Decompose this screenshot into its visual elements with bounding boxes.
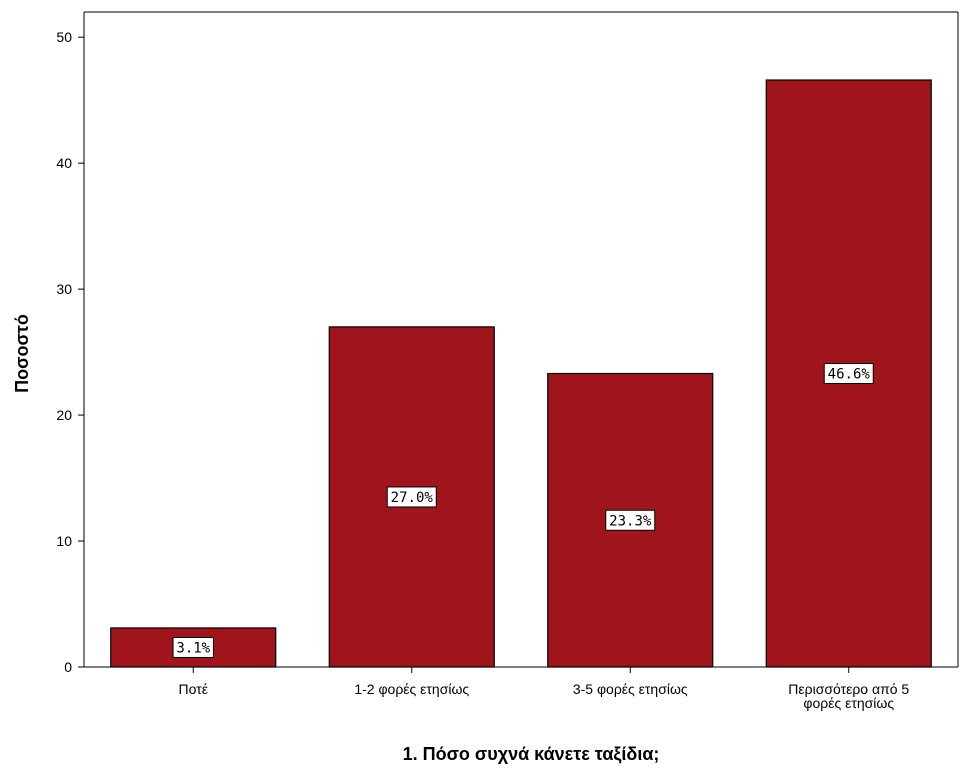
y-tick-label: 10 bbox=[56, 533, 72, 549]
x-axis-title: 1. Πόσο συχνά κάνετε ταξίδια; bbox=[403, 744, 660, 765]
data-label: 27.0% bbox=[391, 490, 434, 506]
data-label: 3.1% bbox=[176, 640, 210, 656]
y-tick-label: 20 bbox=[56, 407, 72, 423]
y-tick-label: 0 bbox=[64, 659, 72, 675]
y-tick-label: 40 bbox=[56, 155, 72, 171]
x-tick-label: 1-2 φορές ετησίως bbox=[354, 681, 469, 697]
data-label-box bbox=[386, 486, 437, 508]
y-tick-label: 30 bbox=[56, 281, 72, 297]
x-tick-label: Ποτέ bbox=[179, 681, 208, 697]
data-labels-group: 3.1% 27.0% 23.3% 46.6% bbox=[172, 363, 874, 658]
data-label-box bbox=[172, 636, 214, 658]
data-label: 23.3% bbox=[609, 513, 652, 529]
bars-group bbox=[110, 79, 932, 668]
x-tick-label: Περισσότερο από 5 φορές ετησίως bbox=[788, 681, 909, 711]
x-tick-label: 3-5 φορές ετησίως bbox=[573, 681, 688, 697]
y-axis-title: Ποσοστό bbox=[12, 314, 32, 393]
axes-group: 0 10 20 30 40 50 Ποτέ 1-2 φορές ετησίως 3-5 φορέ… bbox=[56, 11, 959, 711]
data-label-box bbox=[605, 509, 656, 531]
data-label: 46.6% bbox=[828, 367, 871, 383]
data-label-box bbox=[823, 363, 874, 385]
y-tick-label: 50 bbox=[56, 29, 72, 45]
